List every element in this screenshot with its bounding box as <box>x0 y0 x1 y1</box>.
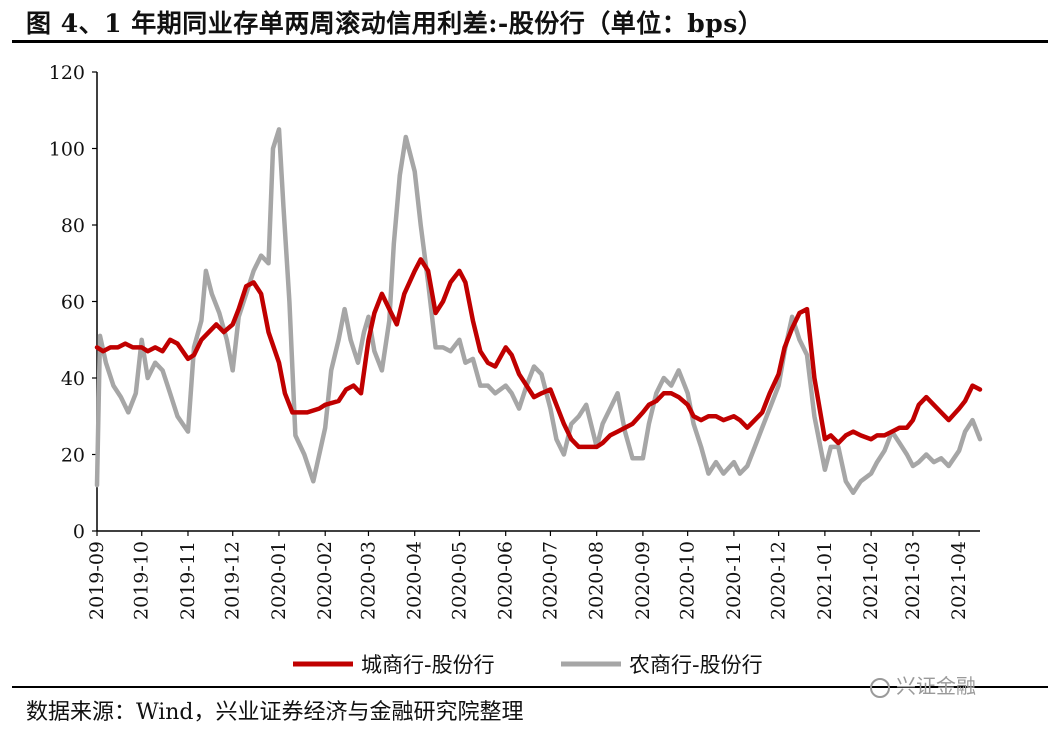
x-tick-label: 2020-08 <box>586 541 608 620</box>
x-tick-label: 2019-10 <box>131 541 153 620</box>
x-tick-label: 2020-10 <box>677 541 699 620</box>
chart-axes: 0 20 40 60 80 100 120 2019-09 2019-10 2019-11 2019… <box>49 62 980 620</box>
x-tick-label: 2020-12 <box>768 541 790 620</box>
x-tick-label: 2021-01 <box>814 541 836 620</box>
watermark-text: 兴证金融 <box>896 674 976 698</box>
wechat-icon <box>870 677 890 698</box>
x-tick-label: 2020-11 <box>723 541 745 620</box>
x-tick-label: 2020-07 <box>539 541 561 620</box>
x-tick-label: 2020-01 <box>268 541 290 620</box>
y-tick-label: 20 <box>61 445 85 467</box>
y-tick-label: 100 <box>49 139 85 161</box>
x-tick-label: 2020-03 <box>357 541 379 620</box>
y-tick-label: 40 <box>61 368 85 390</box>
y-tick-label: 120 <box>49 62 85 84</box>
y-tick-label: 60 <box>61 292 85 314</box>
data-source-note: 数据来源：Wind，兴业证券经济与金融研究院整理 <box>26 700 524 725</box>
x-tick-label: 2021-02 <box>860 541 882 620</box>
x-tick-label: 2020-02 <box>314 541 336 620</box>
x-tick-label: 2019-12 <box>222 541 244 620</box>
chart-legend: 城商行-股份行 农商行-股份行 <box>293 653 763 677</box>
y-tick-label: 0 <box>73 521 85 543</box>
line-chart: 0 20 40 60 80 100 120 2019-09 2019-10 2019-11 2019… <box>49 62 983 677</box>
legend-label: 农商行-股份行 <box>629 653 763 677</box>
x-tick-label: 2019-09 <box>86 541 108 620</box>
title-rule <box>12 40 1048 43</box>
x-tick-label: 2021-03 <box>902 541 924 620</box>
x-tick-label: 2021-04 <box>948 541 970 620</box>
x-tick-label: 2020-05 <box>448 541 470 620</box>
chart-lines <box>94 127 983 496</box>
source-rule <box>12 686 1048 688</box>
legend-label: 城商行-股份行 <box>361 653 495 677</box>
y-tick-label: 80 <box>61 215 85 237</box>
series-line-1 <box>94 257 983 450</box>
watermark: 兴证金融 <box>870 670 976 699</box>
series-line-2 <box>94 127 983 496</box>
x-tick-label: 2020-06 <box>495 541 517 620</box>
x-tick-label: 2020-09 <box>632 541 654 620</box>
x-tick-label: 2020-04 <box>404 541 426 620</box>
x-tick-label: 2019-11 <box>177 541 199 620</box>
chart-title: 图 4、1 年期同业存单两周滚动信用利差:-股份行（单位：bps） <box>26 9 764 38</box>
